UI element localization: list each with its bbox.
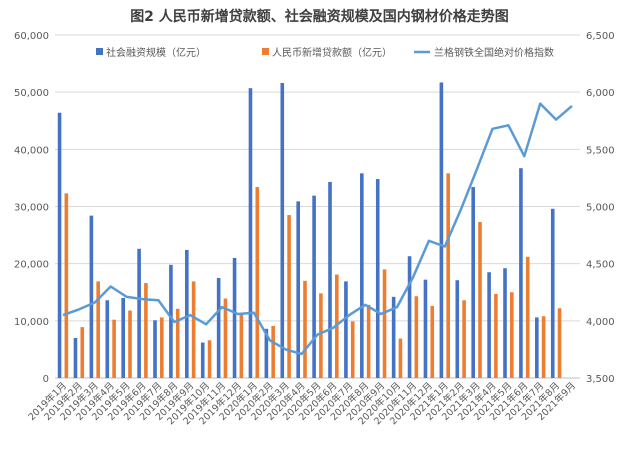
y-right-tick-label: 5,500 xyxy=(586,145,615,156)
bar-social-financing xyxy=(216,277,221,378)
bar-social-financing xyxy=(280,83,285,379)
bar-social-financing xyxy=(407,256,412,378)
bar-social-financing xyxy=(264,328,269,378)
bar-social-financing xyxy=(328,181,332,378)
bar-new-loans xyxy=(398,338,403,378)
bar-new-loans xyxy=(414,296,419,378)
y-right-tick-label: 3,500 xyxy=(586,374,615,385)
bar-new-loans xyxy=(80,327,85,378)
bar-new-loans xyxy=(494,293,498,378)
y-right-tick-label: 6,000 xyxy=(586,88,615,99)
bar-social-financing xyxy=(471,187,475,378)
line-steel-price-index xyxy=(62,102,573,356)
bar-social-financing xyxy=(248,88,253,378)
bar-new-loans xyxy=(112,319,116,378)
bar-new-loans xyxy=(446,173,450,378)
bar-new-loans xyxy=(303,280,307,378)
bar-new-loans xyxy=(128,310,132,378)
bar-social-financing xyxy=(296,201,300,378)
bar-new-loans xyxy=(223,298,228,378)
bar-social-financing xyxy=(344,281,348,378)
chart-title: 图2 人民币新增贷款额、社会融资规模及国内钢材价格走势图 xyxy=(130,9,509,25)
bar-new-loans xyxy=(255,187,260,378)
bar-social-financing xyxy=(519,168,523,378)
bar-new-loans xyxy=(64,193,69,378)
bar-new-loans xyxy=(541,316,546,378)
bar-new-loans xyxy=(557,308,562,378)
y-left-tick-label: 60,000 xyxy=(14,31,49,42)
bar-social-financing xyxy=(423,279,428,378)
bar-social-financing xyxy=(73,337,78,378)
bar-new-loans xyxy=(478,221,482,378)
bar-social-financing xyxy=(89,215,94,378)
bar-social-financing xyxy=(57,112,62,378)
bar-new-loans xyxy=(319,293,323,378)
y-right-tick-label: 5,000 xyxy=(586,203,615,214)
legend-label-2: 兰格钢铁全国绝对价格指数 xyxy=(434,46,554,59)
bar-social-financing xyxy=(535,317,539,378)
y-left-tick-label: 50,000 xyxy=(14,88,49,99)
bar-new-loans xyxy=(175,308,180,378)
bar-social-financing xyxy=(232,257,237,378)
bar-new-loans xyxy=(207,340,212,378)
y-left-tick-label: 40,000 xyxy=(14,145,49,156)
bar-new-loans xyxy=(96,281,100,378)
bar-new-loans xyxy=(144,283,148,378)
y-right-tick-label: 4,500 xyxy=(586,260,615,271)
bar-new-loans xyxy=(366,304,371,378)
bar-social-financing xyxy=(169,264,173,378)
bar-social-financing xyxy=(487,272,491,378)
bar-new-loans xyxy=(510,292,514,378)
bar-social-financing xyxy=(312,195,316,378)
legend-swatch-0 xyxy=(96,48,103,55)
bar-new-loans xyxy=(239,312,244,378)
bar-social-financing xyxy=(375,179,380,378)
bar-new-loans xyxy=(525,256,530,378)
bar-new-loans xyxy=(462,300,466,378)
bar-social-financing xyxy=(550,208,555,378)
legend-label-0: 社会融资规模（亿元） xyxy=(106,46,206,59)
bar-social-financing xyxy=(153,320,157,378)
bar-social-financing xyxy=(200,342,205,378)
bar-new-loans xyxy=(271,325,275,378)
bar-new-loans xyxy=(160,317,164,378)
bar-social-financing xyxy=(455,280,460,378)
bar-new-loans xyxy=(191,281,196,378)
bar-social-financing xyxy=(391,296,396,378)
bar-social-financing xyxy=(185,249,189,378)
y-left-tick-label: 20,000 xyxy=(14,260,49,271)
y-right-tick-label: 6,500 xyxy=(586,31,615,42)
bar-social-financing xyxy=(121,297,125,378)
bar-new-loans xyxy=(350,321,355,378)
y-left-tick-label: 0 xyxy=(43,374,49,385)
bar-new-loans xyxy=(382,269,387,378)
bar-social-financing xyxy=(360,173,364,378)
y-right-tick-label: 4,000 xyxy=(586,317,615,328)
legend-label-1: 人民币新增贷款额（亿元） xyxy=(272,46,392,59)
y-left-tick-label: 10,000 xyxy=(14,317,49,328)
legend-swatch-1 xyxy=(262,48,269,55)
bar-new-loans xyxy=(287,215,291,378)
bar-social-financing xyxy=(105,300,110,378)
bar-social-financing xyxy=(439,82,444,378)
bar-new-loans xyxy=(430,305,435,378)
bar-social-financing xyxy=(137,248,141,378)
y-left-tick-label: 30,000 xyxy=(14,203,49,214)
bar-social-financing xyxy=(503,268,507,378)
